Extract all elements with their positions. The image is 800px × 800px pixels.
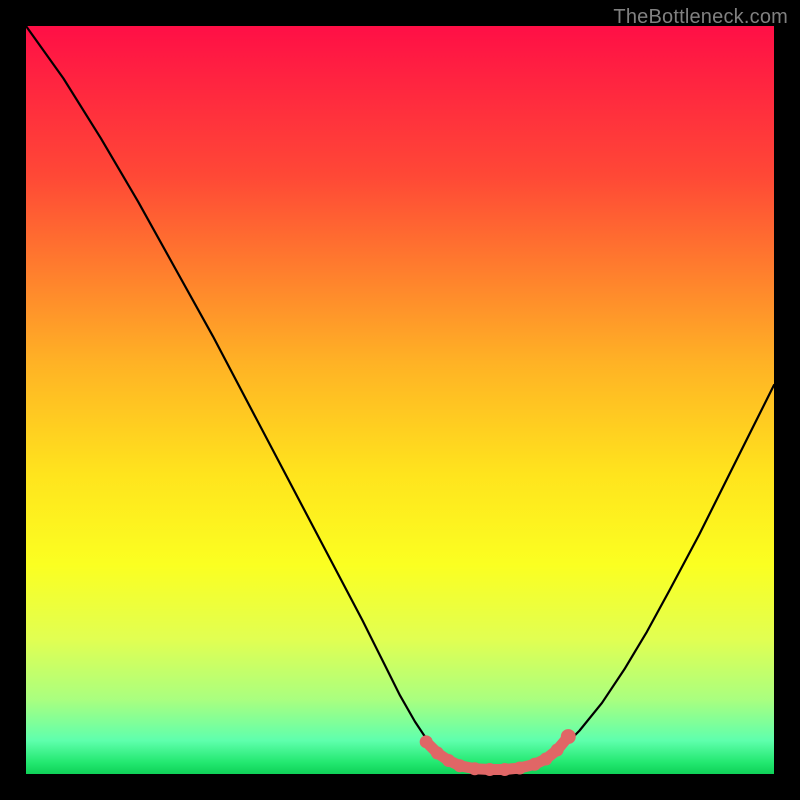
- highlight-marker: [539, 753, 552, 766]
- chart-container: TheBottleneck.com: [0, 0, 800, 800]
- highlight-marker: [528, 758, 541, 771]
- plot-background: [26, 26, 774, 774]
- highlight-marker: [431, 747, 444, 760]
- highlight-marker: [483, 763, 496, 776]
- highlight-marker: [551, 744, 564, 757]
- highlight-marker: [442, 754, 455, 767]
- highlight-marker: [561, 729, 576, 744]
- highlight-marker: [453, 759, 466, 772]
- highlight-marker: [498, 763, 511, 776]
- watermark-text: TheBottleneck.com: [613, 6, 788, 29]
- highlight-marker: [513, 762, 526, 775]
- highlight-marker: [468, 762, 481, 775]
- chart-svg: [0, 0, 800, 800]
- highlight-marker: [420, 735, 433, 748]
